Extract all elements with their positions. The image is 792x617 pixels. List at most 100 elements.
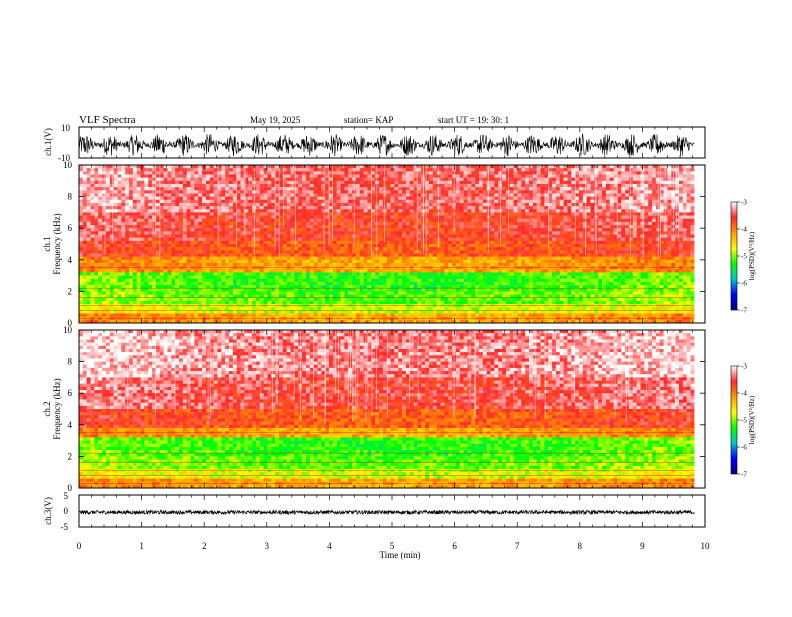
- spectrogram-cell: [287, 165, 291, 168]
- spectrogram-cell: [160, 253, 164, 256]
- spectrogram-cell: [560, 187, 564, 190]
- spectrogram-cell: [298, 257, 302, 260]
- spectrogram-cell: [514, 238, 518, 241]
- spectrogram-cell: [637, 247, 641, 250]
- spectrogram-cell: [479, 203, 483, 206]
- spectrogram-cell: [291, 178, 295, 181]
- spectrogram-cell: [514, 212, 518, 215]
- spectrogram-cell: [491, 228, 495, 231]
- spectrogram-cell: [252, 257, 256, 260]
- spectrogram-cell: [683, 171, 687, 174]
- spectrogram-cell: [402, 253, 406, 256]
- spectrogram-cell: [202, 250, 206, 253]
- spectrogram-cell: [579, 197, 583, 200]
- spectrogram-cell: [344, 253, 348, 256]
- spectrogram-cell: [337, 247, 341, 250]
- spectrogram-cell: [98, 181, 102, 184]
- spectrogram-cell: [529, 187, 533, 190]
- spectrogram-cell: [687, 168, 691, 171]
- spectrogram-cell: [360, 219, 364, 222]
- spectrogram-cell: [641, 212, 645, 215]
- spectrogram-cell: [164, 228, 168, 231]
- spectrogram-cell: [417, 219, 421, 222]
- spectrogram-cell: [448, 209, 452, 212]
- spectrogram-cell: [317, 203, 321, 206]
- spectrogram-cell: [571, 253, 575, 256]
- spectrogram-cell: [591, 231, 595, 234]
- spectrogram-cell: [206, 253, 210, 256]
- spectrogram-cell: [510, 228, 514, 231]
- spectrogram-cell: [402, 197, 406, 200]
- spectrogram-cell: [637, 197, 641, 200]
- spectrogram-cell: [579, 203, 583, 206]
- spectrogram-cell: [348, 250, 352, 253]
- spectrogram-cell: [514, 253, 518, 256]
- spectrogram-cell: [141, 247, 145, 250]
- spectrogram-cell: [144, 200, 148, 203]
- spectrogram-cell: [644, 197, 648, 200]
- spectrogram-cell: [117, 165, 121, 168]
- spectrogram-cell: [475, 165, 479, 168]
- spectrogram-cell: [87, 168, 91, 171]
- spectrogram-cell: [306, 165, 310, 168]
- spectrogram-cell: [517, 209, 521, 212]
- spectrogram-cell: [560, 222, 564, 225]
- spectrogram-cell: [394, 244, 398, 247]
- spectrogram-cell: [564, 257, 568, 260]
- spectrogram-cell: [141, 184, 145, 187]
- spectrogram-cell: [291, 235, 295, 238]
- spectrogram-cell: [391, 187, 395, 190]
- spectrogram-cell: [502, 219, 506, 222]
- spectrogram-cell: [502, 193, 506, 196]
- spectrogram-cell: [502, 225, 506, 228]
- spectrogram-cell: [483, 206, 487, 209]
- spectrogram-cell: [260, 228, 264, 231]
- spectrogram-cell: [175, 212, 179, 215]
- spectrogram-cell: [367, 197, 371, 200]
- spectrogram-cell: [583, 250, 587, 253]
- spectrogram-cell: [183, 235, 187, 238]
- spectrogram-cell: [391, 225, 395, 228]
- spectrogram-cell: [141, 260, 145, 263]
- spectrogram-cell: [391, 238, 395, 241]
- spectrogram-cell: [267, 241, 271, 244]
- spectrogram-cell: [198, 181, 202, 184]
- spectrogram-cell: [310, 206, 314, 209]
- spectrogram-cell: [214, 187, 218, 190]
- spectrogram-cell: [337, 235, 341, 238]
- spectrogram-cell: [156, 260, 160, 263]
- spectrogram-cell: [471, 178, 475, 181]
- spectrogram-cell: [175, 250, 179, 253]
- spectrogram-cell: [333, 250, 337, 253]
- spectrogram-cell: [406, 178, 410, 181]
- spectrogram-cell: [629, 253, 633, 256]
- spectrogram-cell: [314, 209, 318, 212]
- spectrogram-cell: [525, 197, 529, 200]
- spectrogram-cell: [379, 190, 383, 193]
- spectrogram-cell: [683, 190, 687, 193]
- spectrogram-cell: [433, 168, 437, 171]
- spectrogram-cell: [152, 231, 156, 234]
- spectrogram-cell: [279, 181, 283, 184]
- spectrogram-cell: [471, 181, 475, 184]
- spectrogram-cell: [587, 231, 591, 234]
- spectrogram-cell: [587, 184, 591, 187]
- spectrogram-cell: [267, 225, 271, 228]
- spectrogram-cell: [248, 231, 252, 234]
- spectrogram-cell: [144, 222, 148, 225]
- spectrogram-cell: [494, 181, 498, 184]
- spectrogram-cell: [91, 193, 95, 196]
- spectrogram-cell: [83, 209, 87, 212]
- spectrogram-cell: [191, 225, 195, 228]
- spectrogram-cell: [225, 171, 229, 174]
- spectrogram-cell: [302, 174, 306, 177]
- spectrogram-cell: [556, 174, 560, 177]
- spectrogram-cell: [514, 231, 518, 234]
- spectrogram-cell: [114, 178, 118, 181]
- spectrogram-cell: [429, 200, 433, 203]
- spectrogram-cell: [175, 190, 179, 193]
- spectrogram-cell: [483, 222, 487, 225]
- spectrogram-cell: [610, 209, 614, 212]
- spectrogram-cell: [348, 222, 352, 225]
- spectrogram-cell: [441, 197, 445, 200]
